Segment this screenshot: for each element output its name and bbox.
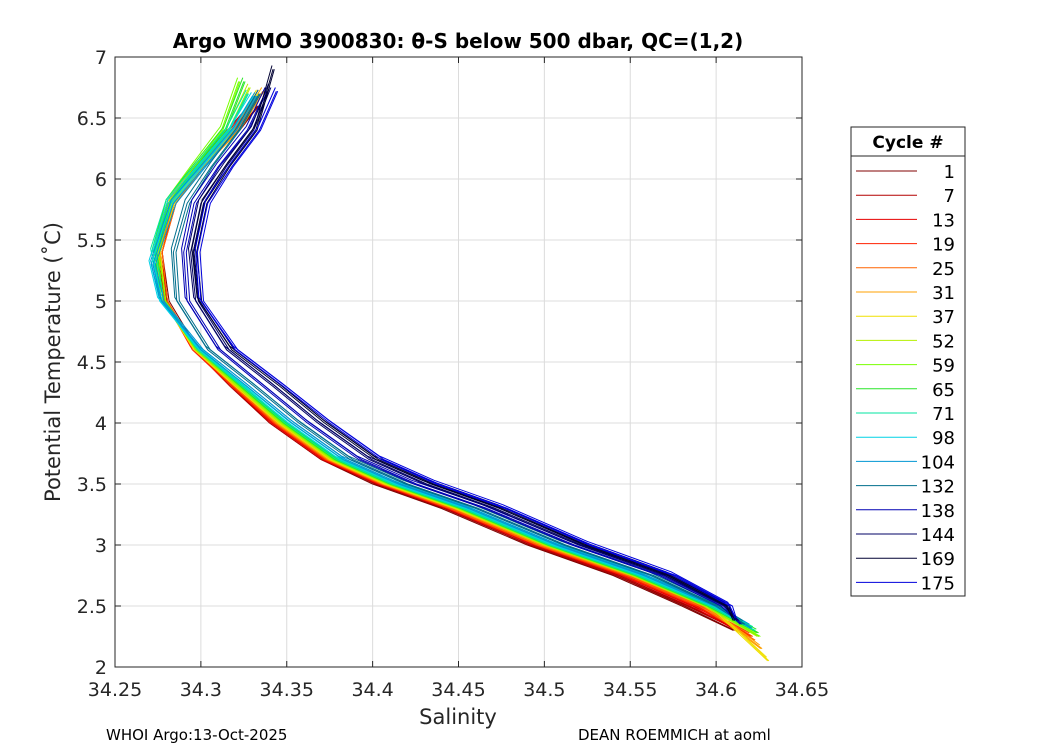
legend-items: 1 7 13 19 25 31 37 52 59 65 71 98 104 132 138 144 169 175: [856, 162, 955, 594]
legend-label: 25: [932, 259, 955, 280]
legend-title: Cycle #: [872, 133, 943, 153]
legend-label: 175: [921, 573, 955, 594]
series-175: [194, 87, 737, 619]
legend-label: 19: [932, 235, 955, 256]
x-axis-label: Salinity: [419, 705, 497, 729]
legend-label: 13: [932, 210, 955, 231]
legend-label: 169: [921, 549, 955, 570]
legend-box: [850, 126, 966, 597]
x-tick-label: 34.25: [88, 679, 142, 701]
legend-label: 98: [932, 428, 955, 449]
x-tick-label: 34.45: [431, 679, 485, 701]
legend-label: 7: [944, 186, 955, 207]
series-line: [152, 93, 755, 631]
y-tick-label: 7: [95, 47, 107, 69]
legend-label: 1: [944, 162, 955, 183]
x-axis-ticks: 34.25 34.3 34.35 34.4 34.45 34.5 34.55 34.6 34.6…: [88, 57, 829, 701]
y-tick-label: 2.5: [77, 596, 107, 618]
legend-label: 144: [921, 525, 955, 546]
legend: Cycle # 17131925313752596571981041321381…: [850, 126, 966, 597]
y-tick-label: 4.5: [77, 352, 107, 374]
y-tick-label: 2: [95, 657, 107, 679]
footer-right: DEAN ROEMMICH at aoml: [578, 726, 771, 744]
series-line: [172, 93, 744, 625]
series-line: [183, 90, 741, 625]
x-tick-label: 34.4: [351, 679, 393, 701]
x-tick-label: 34.3: [180, 679, 222, 701]
series-line: [196, 90, 736, 619]
y-axis-ticks: 2 2.5 3 3.5 4 4.5 5 5.5 6 6.5 7: [77, 47, 802, 679]
x-tick-label: 34.35: [260, 679, 314, 701]
series-line: [154, 81, 758, 634]
series-line: [148, 92, 750, 625]
series-line: [193, 69, 734, 621]
y-tick-label: 5: [95, 291, 107, 313]
y-tick-label: 6.5: [77, 108, 107, 130]
series-line: [152, 95, 751, 629]
legend-label: 104: [921, 452, 955, 473]
series-line: [190, 87, 738, 621]
legend-label: 138: [921, 501, 955, 522]
legend-label: 59: [932, 356, 955, 377]
chart-title: Argo WMO 3900830: θ-S below 500 dbar, QC…: [173, 29, 743, 53]
x-tick-label: 34.6: [695, 679, 737, 701]
y-tick-label: 5.5: [77, 230, 107, 252]
y-tick-label: 6: [95, 169, 107, 191]
legend-label: 37: [932, 307, 955, 328]
legend-label: 52: [932, 331, 955, 352]
y-tick-label: 3.5: [77, 474, 107, 496]
y-tick-label: 4: [95, 413, 107, 435]
x-tick-label: 34.55: [603, 679, 657, 701]
series-line: [150, 95, 751, 629]
x-tick-label: 34.5: [523, 679, 565, 701]
legend-label: 65: [932, 380, 955, 401]
grid: [115, 57, 802, 667]
legend-label: 31: [932, 283, 955, 304]
y-tick-label: 3: [95, 535, 107, 557]
series-line: [194, 87, 735, 615]
legend-label: 71: [932, 404, 955, 425]
x-tick-label: 34.65: [775, 679, 829, 701]
footer-left: WHOI Argo:13-Oct-2025: [106, 726, 288, 744]
series-lines: [148, 65, 770, 662]
y-axis-label: Potential Temperature (˚C): [41, 222, 65, 502]
legend-label: 132: [921, 477, 955, 498]
